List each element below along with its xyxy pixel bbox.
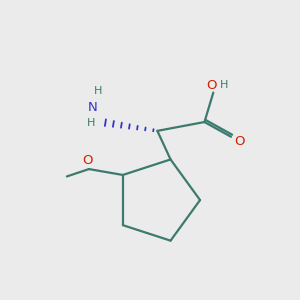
Text: O: O [234, 135, 244, 148]
Text: O: O [82, 154, 93, 167]
Text: N: N [88, 101, 98, 114]
Text: H: H [87, 118, 95, 128]
Text: H: H [94, 86, 103, 96]
Text: H: H [220, 80, 229, 90]
Text: O: O [207, 79, 217, 92]
